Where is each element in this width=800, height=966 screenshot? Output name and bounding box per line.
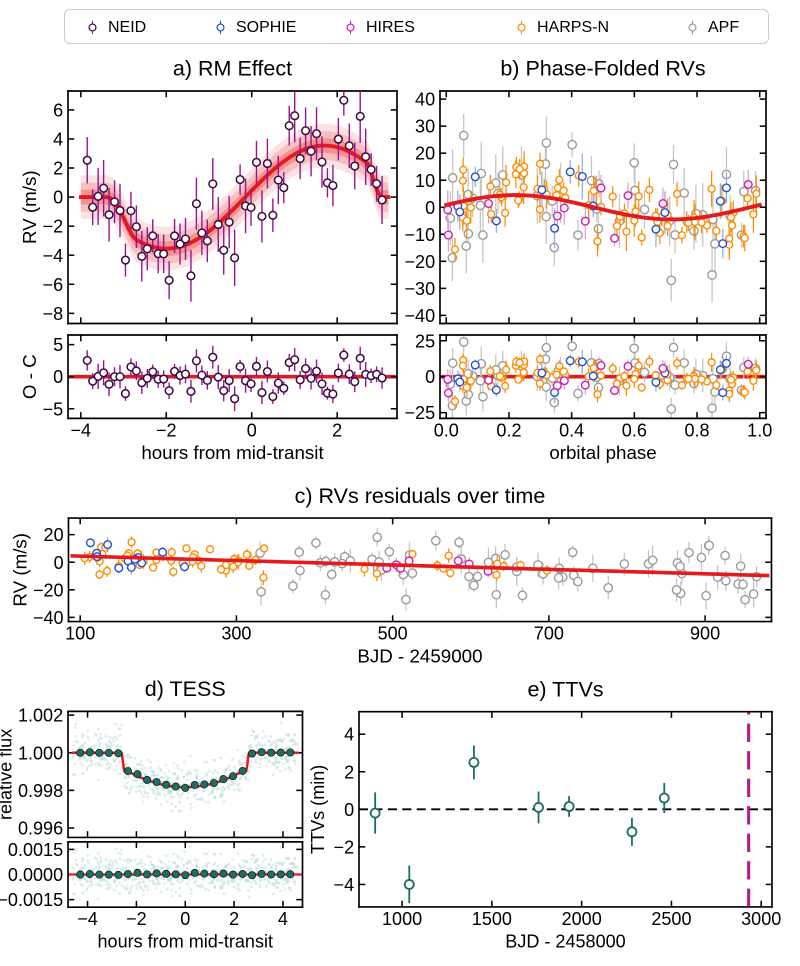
svg-text:0.8: 0.8 [684, 420, 709, 440]
svg-text:1.000: 1.000 [18, 743, 63, 763]
svg-text:−20: −20 [405, 252, 436, 272]
svg-text:−25: −25 [405, 403, 436, 423]
svg-text:0: 0 [53, 188, 63, 208]
svg-text:0: 0 [180, 909, 190, 929]
svg-text:−20: −20 [33, 580, 64, 600]
svg-text:O - C: O - C [19, 354, 40, 399]
svg-text:2: 2 [53, 159, 63, 179]
svg-text:20: 20 [415, 144, 435, 164]
svg-text:0.0000: 0.0000 [8, 865, 63, 885]
svg-text:100: 100 [65, 623, 95, 643]
svg-text:0.6: 0.6 [622, 420, 647, 440]
svg-text:−5: −5 [43, 399, 64, 419]
svg-text:−2: −2 [43, 217, 64, 237]
svg-text:0.998: 0.998 [18, 781, 63, 801]
svg-text:orbital phase: orbital phase [549, 442, 656, 463]
svg-text:0.4: 0.4 [559, 420, 584, 440]
svg-text:−8: −8 [43, 304, 64, 324]
svg-text:2: 2 [344, 762, 354, 782]
svg-text:hours from mid-transit: hours from mid-transit [98, 932, 274, 952]
svg-text:5: 5 [53, 335, 63, 355]
svg-text:−4: −4 [43, 246, 64, 266]
svg-text:e) TTVs: e) TTVs [527, 677, 603, 701]
svg-text:4: 4 [344, 725, 354, 745]
svg-text:10: 10 [415, 171, 435, 191]
svg-text:relative flux: relative flux [0, 729, 15, 820]
svg-text:2500: 2500 [651, 909, 691, 929]
svg-text:BJD - 2459000: BJD - 2459000 [357, 645, 482, 666]
svg-text:0: 0 [425, 367, 435, 387]
svg-text:1.002: 1.002 [18, 706, 63, 726]
svg-text:1500: 1500 [472, 909, 512, 929]
svg-text:d) TESS: d) TESS [145, 677, 226, 701]
svg-text:300: 300 [221, 623, 251, 643]
svg-text:−40: −40 [405, 306, 436, 326]
svg-text:−4: −4 [77, 909, 98, 929]
svg-text:0.0: 0.0 [434, 420, 459, 440]
svg-text:900: 900 [690, 623, 720, 643]
svg-text:−2: −2 [334, 837, 355, 857]
svg-text:−40: −40 [33, 608, 64, 628]
svg-text:3000: 3000 [741, 909, 781, 929]
svg-text:6: 6 [53, 100, 63, 120]
svg-text:−2: −2 [126, 909, 147, 929]
svg-text:TTVs (min): TTVs (min) [308, 765, 328, 854]
svg-text:0.0015: 0.0015 [8, 840, 63, 860]
svg-text:RV (m/s): RV (m/s) [9, 533, 30, 607]
svg-text:40: 40 [415, 90, 435, 110]
svg-text:a) RM Effect: a) RM Effect [173, 57, 292, 81]
svg-text:0: 0 [54, 553, 64, 573]
svg-text:4: 4 [53, 129, 63, 149]
svg-text:2000: 2000 [562, 909, 602, 929]
svg-text:BJD - 2458000: BJD - 2458000 [505, 931, 625, 951]
svg-text:−2: −2 [156, 420, 177, 440]
svg-text:700: 700 [534, 623, 564, 643]
svg-text:0.2: 0.2 [496, 420, 521, 440]
svg-text:4: 4 [278, 909, 288, 929]
svg-text:2: 2 [332, 420, 342, 440]
svg-text:0.996: 0.996 [18, 819, 63, 839]
svg-text:20: 20 [44, 525, 64, 545]
svg-text:−6: −6 [43, 275, 64, 295]
svg-text:−4: −4 [334, 875, 355, 895]
svg-text:b) Phase-Folded RVs: b) Phase-Folded RVs [500, 57, 705, 81]
svg-text:0: 0 [53, 367, 63, 387]
svg-text:−4: −4 [71, 420, 92, 440]
svg-text:2: 2 [229, 909, 239, 929]
svg-text:0: 0 [247, 420, 257, 440]
svg-text:−0.0015: −0.0015 [0, 890, 63, 910]
svg-text:−10: −10 [405, 225, 436, 245]
svg-text:25: 25 [415, 331, 435, 351]
svg-text:hours from mid-transit: hours from mid-transit [141, 442, 324, 463]
svg-text:0: 0 [344, 800, 354, 820]
svg-text:c) RVs residuals over time: c) RVs residuals over time [295, 484, 546, 508]
svg-text:0: 0 [425, 198, 435, 218]
svg-text:500: 500 [378, 623, 408, 643]
svg-text:1000: 1000 [382, 909, 422, 929]
svg-text:RV (m/s): RV (m/s) [19, 170, 40, 244]
svg-text:−30: −30 [405, 279, 436, 299]
svg-text:30: 30 [415, 117, 435, 137]
svg-text:1.0: 1.0 [747, 420, 772, 440]
